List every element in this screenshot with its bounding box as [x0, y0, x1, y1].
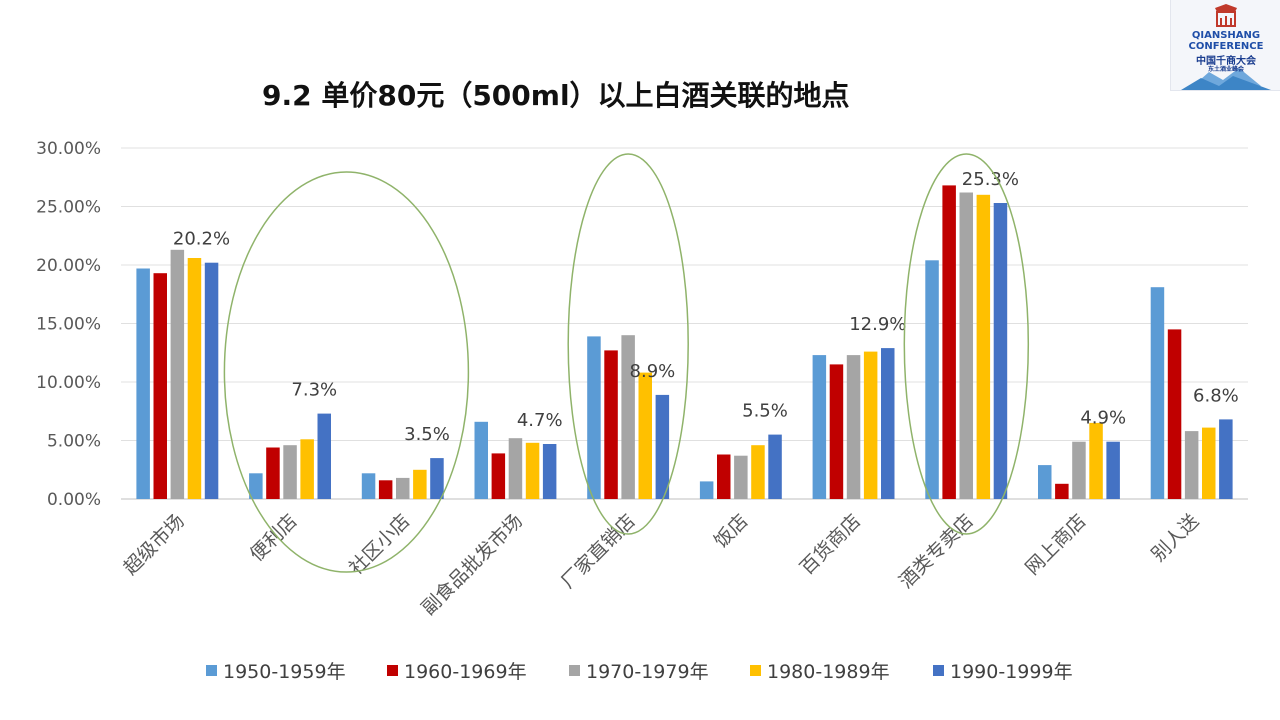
y-tick-label: 20.00%	[36, 256, 101, 276]
bar	[187, 258, 202, 499]
logo-line2: CONFERENCE	[1188, 41, 1264, 52]
bar	[604, 350, 618, 499]
data-label: 8.9%	[630, 361, 676, 382]
y-tick-label: 25.00%	[36, 198, 101, 218]
y-tick-label: 5.00%	[47, 432, 101, 452]
data-label: 25.3%	[962, 169, 1019, 190]
legend-label: 1960-1969年	[404, 661, 527, 683]
bar	[812, 355, 827, 499]
bar	[829, 364, 844, 499]
bar	[317, 413, 331, 499]
bar	[638, 372, 652, 499]
category-label: 网上商店	[1021, 510, 1090, 579]
data-label: 6.8%	[1193, 385, 1239, 406]
legend-label: 1980-1989年	[767, 661, 890, 683]
bar	[283, 445, 297, 499]
bar	[153, 273, 167, 499]
bar	[942, 185, 956, 499]
bar	[925, 260, 939, 499]
bar	[266, 447, 280, 499]
legend-label: 1950-1959年	[223, 661, 346, 683]
bar	[1202, 427, 1216, 499]
bar	[249, 473, 263, 499]
category-label: 副食品批发市场	[417, 510, 527, 620]
bar	[699, 481, 714, 499]
legend-swatch	[206, 665, 217, 676]
bar	[1106, 441, 1120, 499]
category-label: 社区小店	[345, 510, 414, 579]
bar	[1150, 287, 1165, 499]
data-label: 3.5%	[404, 424, 450, 445]
category-label: 百货商店	[796, 510, 865, 579]
category-label: 别人送	[1147, 510, 1203, 566]
bar	[717, 454, 731, 499]
legend-swatch	[933, 665, 944, 676]
legend-label: 1990-1999年	[950, 661, 1073, 683]
data-label: 12.9%	[849, 314, 906, 335]
bar	[474, 421, 488, 499]
bar	[170, 249, 185, 499]
bar	[136, 268, 150, 499]
logo-line1: QIANSHANG	[1191, 30, 1261, 41]
bar	[863, 351, 878, 499]
bar	[300, 439, 314, 499]
bar	[413, 469, 427, 500]
bar	[1055, 483, 1069, 499]
highlight-ellipse	[903, 153, 1030, 535]
bar	[1038, 465, 1052, 499]
bar	[542, 444, 557, 499]
bar	[751, 445, 765, 499]
bar	[621, 335, 635, 499]
bar	[1219, 419, 1233, 499]
y-tick-label: 10.00%	[36, 373, 101, 393]
bar	[1184, 431, 1199, 499]
logo-emblem	[1181, 4, 1271, 90]
bar	[655, 394, 670, 499]
bar	[430, 458, 444, 499]
data-label: 5.5%	[742, 401, 788, 422]
highlight-ellipse	[567, 153, 689, 535]
legend-swatch	[387, 665, 398, 676]
data-label: 4.7%	[517, 410, 563, 431]
bar	[204, 262, 219, 499]
y-tick-label: 30.00%	[36, 139, 101, 159]
legend-swatch	[569, 665, 580, 676]
logo-line3: 中国千商大会	[1196, 56, 1256, 67]
legend-swatch	[750, 665, 761, 676]
bar	[881, 348, 895, 499]
data-label: 4.9%	[1080, 408, 1126, 429]
bar	[396, 477, 410, 499]
data-label: 7.3%	[291, 380, 337, 401]
legend-label: 1970-1979年	[586, 661, 709, 683]
logo: QIANSHANG CONFERENCE 中国千商大会 东土酒业峰会	[1170, 0, 1280, 91]
category-label: 超级市场	[120, 510, 189, 579]
category-label: 酒类专卖店	[895, 510, 978, 593]
bar	[508, 438, 523, 499]
bar	[993, 203, 1008, 499]
highlight-ellipse	[223, 171, 470, 573]
bar	[959, 192, 973, 499]
bar	[378, 480, 393, 499]
bar	[1167, 329, 1182, 499]
bar	[846, 355, 861, 499]
bar	[976, 194, 991, 500]
bar	[525, 442, 540, 499]
bar	[734, 455, 748, 499]
bar	[491, 453, 506, 499]
bar	[361, 473, 376, 499]
y-tick-label: 0.00%	[47, 490, 101, 510]
category-label: 饭店	[710, 510, 752, 552]
category-label: 厂家直销店	[557, 510, 640, 593]
bar	[768, 434, 782, 499]
bar	[1072, 441, 1086, 499]
bar	[1089, 422, 1103, 499]
y-tick-label: 15.00%	[36, 315, 101, 335]
logo-line4: 东土酒业峰会	[1207, 66, 1244, 73]
category-label: 便利店	[246, 510, 302, 566]
data-label: 20.2%	[173, 229, 230, 250]
chart-title: 9.2 单价80元（500ml）以上白酒关联的地点	[262, 79, 850, 112]
bar	[587, 336, 601, 499]
